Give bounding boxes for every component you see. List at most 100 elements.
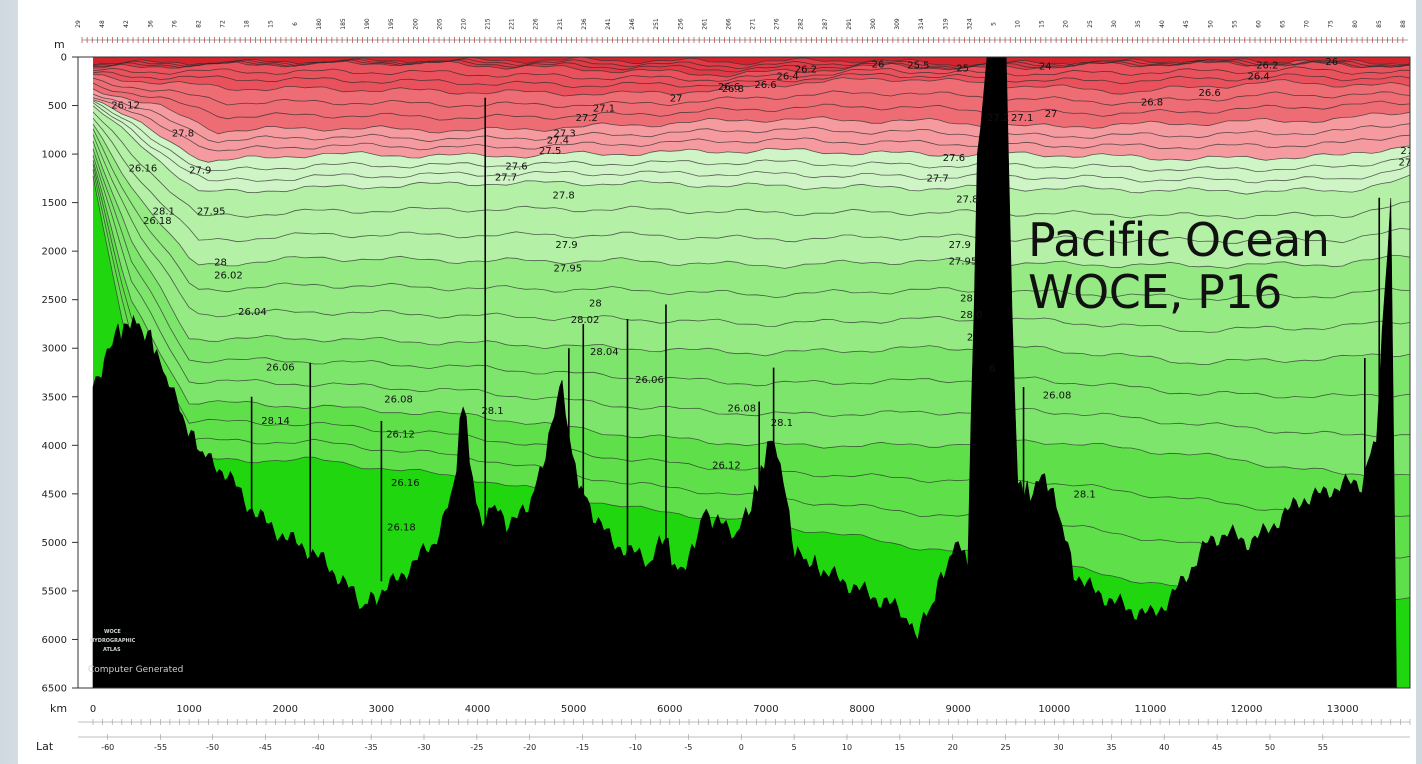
isopycnal-line xyxy=(92,57,1410,69)
contour-label: 27.9 xyxy=(949,240,971,251)
isopycnal-line xyxy=(92,164,1410,521)
x-tick-label: 4000 xyxy=(465,704,490,715)
contour-label: 26.02 xyxy=(214,270,243,281)
station-label: 75 xyxy=(1328,20,1335,28)
contour-label: 27.2 xyxy=(987,113,1009,124)
isopycnal-line xyxy=(92,160,1410,478)
ocean-bottom-topography xyxy=(92,57,1410,688)
isopycnal-line xyxy=(92,140,1410,366)
contour-label: 27.9 xyxy=(189,165,211,176)
isopycnal-line xyxy=(92,117,1410,244)
computer-generated-caption: Computer Generated xyxy=(88,665,183,675)
station-label: 88 xyxy=(1400,20,1407,28)
contour-label: 26.2 xyxy=(795,65,817,76)
contour-label: 26.04 xyxy=(238,307,267,318)
contour-label: 26.18 xyxy=(143,216,172,227)
station-label: 190 xyxy=(364,18,371,30)
contour-label: 26.18 xyxy=(387,523,416,534)
station-label: 5 xyxy=(990,22,997,26)
station-label: 309 xyxy=(894,18,901,30)
station-label: 40 xyxy=(1159,20,1166,28)
station-label: 185 xyxy=(340,18,347,30)
station-label: 246 xyxy=(629,18,636,30)
station-label: 25 xyxy=(1087,20,1094,28)
station-label: 82 xyxy=(195,20,202,28)
contour-label: 27.8 xyxy=(172,129,194,140)
station-label: 180 xyxy=(316,18,323,30)
contour-label: 2 xyxy=(967,332,973,343)
contour-label: 27.9 xyxy=(555,240,577,251)
station-label: 48 xyxy=(99,20,106,28)
y-tick-label: 6000 xyxy=(42,635,67,646)
station-label: 15 xyxy=(268,20,275,28)
contour-label: 26.06 xyxy=(635,375,664,386)
contour-label: 27.5 xyxy=(539,146,561,157)
density-band xyxy=(93,88,1410,163)
contour-label: 28.1 xyxy=(771,418,793,429)
station-label: 210 xyxy=(460,18,467,30)
station-label: 300 xyxy=(870,18,877,30)
lat-tick-label: 50 xyxy=(1265,743,1275,752)
x-tick-label: 8000 xyxy=(849,704,874,715)
isopycnal-line xyxy=(92,93,1410,144)
station-label: 20 xyxy=(1063,20,1070,28)
contour-label: 28.1 xyxy=(481,406,503,417)
station-label: 65 xyxy=(1280,20,1287,28)
y-tick-label: 500 xyxy=(48,101,67,112)
station-label: 29 xyxy=(75,20,82,28)
contour-label: 28.14 xyxy=(261,416,290,427)
station-label: 76 xyxy=(171,20,178,28)
contour-label: 26 xyxy=(872,60,885,71)
contour-label: 26.6 xyxy=(754,80,776,91)
density-band xyxy=(93,74,1410,134)
density-band xyxy=(93,124,1410,365)
contour-label: 28 xyxy=(214,258,227,269)
density-band xyxy=(93,141,1410,478)
station-label: 287 xyxy=(822,18,829,30)
station-label: 70 xyxy=(1304,20,1311,28)
contour-label: 25.5 xyxy=(907,61,929,72)
y-tick-label: 3500 xyxy=(42,392,67,403)
lat-tick-label: -15 xyxy=(576,743,589,752)
y-tick-label: 1000 xyxy=(42,150,67,161)
contour-label: 25 xyxy=(956,64,969,75)
contour-label: 27 xyxy=(670,94,683,105)
lat-tick-label: 25 xyxy=(1001,743,1011,752)
station-label: 80 xyxy=(1352,20,1359,28)
contour-label: 27 xyxy=(1400,146,1413,157)
lat-tick-label: -50 xyxy=(206,743,219,752)
station-label: 291 xyxy=(846,18,853,30)
y-tick-label: 0 xyxy=(61,53,67,64)
station-label: 18 xyxy=(244,20,251,28)
station-label: 276 xyxy=(774,18,781,30)
isopycnal-line xyxy=(92,111,1410,220)
station-label: 15 xyxy=(1039,20,1046,28)
station-label: 241 xyxy=(605,18,612,30)
density-band xyxy=(93,105,1410,269)
isopycnal-line xyxy=(92,88,1410,135)
station-label: 282 xyxy=(798,18,805,30)
contour-label: 27.95 xyxy=(197,206,226,217)
station-label: 42 xyxy=(123,20,130,28)
y-unit-label: m xyxy=(54,38,65,51)
station-label: 256 xyxy=(677,18,684,30)
y-tick-label: 4000 xyxy=(42,441,67,452)
station-label: 266 xyxy=(725,18,732,30)
logo-line-woce: WOCE xyxy=(104,629,121,635)
y-tick-label: 4500 xyxy=(42,489,67,500)
y-tick-label: 5000 xyxy=(42,538,67,549)
station-label: 271 xyxy=(750,18,757,30)
lat-axis-label: Lat xyxy=(36,740,54,753)
plot-frame xyxy=(77,56,1411,689)
contour-label: 27.2 xyxy=(576,113,598,124)
x-tick-label: 13000 xyxy=(1327,704,1359,715)
contour-label: 27.95 xyxy=(553,264,582,275)
station-label: 50 xyxy=(1207,20,1214,28)
contour-label: 26.16 xyxy=(391,478,420,489)
x-unit-label: km xyxy=(50,702,67,715)
lat-tick-label: 5 xyxy=(792,743,797,752)
lat-tick-label: 45 xyxy=(1212,743,1222,752)
station-label: 85 xyxy=(1376,20,1383,28)
